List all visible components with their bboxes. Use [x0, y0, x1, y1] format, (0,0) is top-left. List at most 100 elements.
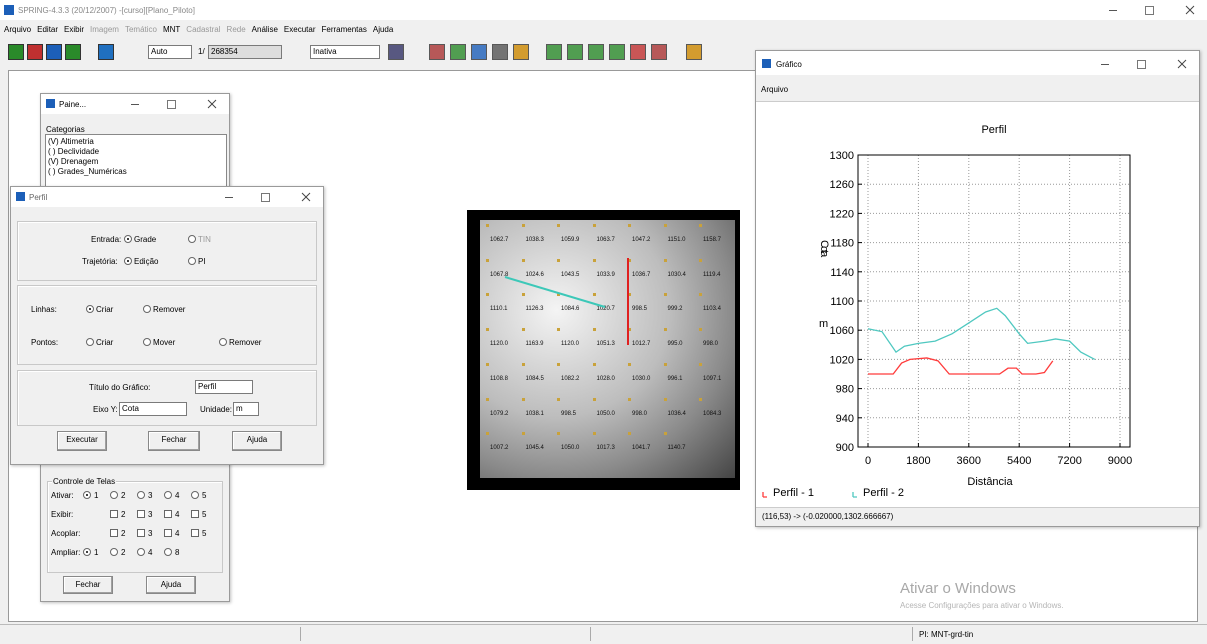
maximize-button[interactable] — [261, 193, 270, 202]
fechar-button[interactable]: Fechar — [63, 576, 113, 594]
tool-icon[interactable] — [27, 44, 43, 60]
minimize-button[interactable] — [225, 197, 233, 198]
status-pane: PI: MNT-grd-tin — [912, 627, 1203, 641]
menu-item[interactable]: Cadastral — [186, 25, 220, 34]
window-controls — [127, 99, 223, 109]
scale-field[interactable]: 268354 — [208, 45, 282, 59]
menu-item[interactable]: Imagem — [90, 25, 119, 34]
close-button[interactable] — [1177, 59, 1187, 69]
linhas-label: Linhas: — [31, 305, 57, 314]
radio-button[interactable] — [137, 548, 145, 556]
y-tick-label: 940 — [836, 413, 854, 425]
menu-item[interactable]: Ajuda — [373, 25, 393, 34]
radio-mover[interactable] — [143, 338, 151, 346]
status-pane — [590, 627, 911, 641]
radio-button[interactable] — [110, 548, 118, 556]
tool-icon[interactable] — [450, 44, 466, 60]
minimize-button[interactable] — [1109, 10, 1117, 11]
menu-item[interactable]: Ferramentas — [322, 25, 367, 34]
menu-bar: Arquivo Editar Exibir Imagem Temático MNT Cada… — [0, 21, 1207, 37]
minimize-button[interactable] — [1101, 64, 1109, 65]
tool-icon[interactable] — [630, 44, 646, 60]
category-item[interactable]: (V) Altimetria — [48, 137, 94, 146]
category-item[interactable]: ( ) Declividade — [48, 147, 99, 156]
radio-button[interactable] — [137, 491, 145, 499]
close-button[interactable] — [301, 192, 311, 202]
close-button[interactable] — [207, 99, 217, 109]
category-item[interactable]: (V) Drenagem — [48, 157, 98, 166]
radio-remover[interactable] — [219, 338, 227, 346]
radio-criar[interactable] — [86, 305, 94, 313]
tool-icon[interactable] — [513, 44, 529, 60]
radio-button[interactable] — [110, 491, 118, 499]
tool-icon[interactable] — [429, 44, 445, 60]
menu-item[interactable]: Editar — [37, 25, 58, 34]
tool-icon[interactable] — [609, 44, 625, 60]
option-label: 4 — [175, 529, 179, 538]
checkbox[interactable] — [164, 510, 172, 518]
checkbox[interactable] — [137, 529, 145, 537]
tool-icon[interactable] — [471, 44, 487, 60]
tool-icon[interactable] — [492, 44, 508, 60]
tool-icon[interactable] — [388, 44, 404, 60]
menu-item[interactable]: Rede — [227, 25, 246, 34]
checkbox[interactable] — [137, 510, 145, 518]
checkbox[interactable] — [191, 510, 199, 518]
unidade-input[interactable]: m — [233, 402, 259, 416]
tool-icon[interactable] — [46, 44, 62, 60]
checkbox[interactable] — [110, 529, 118, 537]
radio-grade[interactable] — [124, 235, 132, 243]
window-icon — [16, 192, 25, 201]
ajuda-button[interactable]: Ajuda — [232, 431, 282, 451]
radio-criar[interactable] — [86, 338, 94, 346]
menu-item[interactable]: Temático — [125, 25, 157, 34]
menu-item[interactable]: Executar — [284, 25, 316, 34]
radio-button[interactable] — [191, 491, 199, 499]
watermark-text: Acesse Configurações para ativar o Windo… — [900, 601, 1064, 610]
grafico-menu[interactable]: Arquivo — [761, 85, 788, 94]
radio-pi[interactable] — [188, 257, 196, 265]
menu-item[interactable]: MNT — [163, 25, 180, 34]
fechar-button[interactable]: Fechar — [148, 431, 200, 451]
menu-item[interactable]: Exibir — [64, 25, 84, 34]
radio-edicao[interactable] — [124, 257, 132, 265]
radio-button[interactable] — [164, 491, 172, 499]
close-button[interactable] — [1185, 5, 1195, 15]
eixo-input[interactable]: Cota — [119, 402, 187, 416]
tool-icon[interactable] — [651, 44, 667, 60]
y-tick-label: 900 — [836, 442, 854, 454]
tool-icon[interactable] — [686, 44, 702, 60]
radio-button[interactable] — [83, 491, 91, 499]
ajuda-button[interactable]: Ajuda — [146, 576, 196, 594]
maximize-button[interactable] — [1145, 6, 1154, 15]
tool-icon[interactable] — [588, 44, 604, 60]
radio-button[interactable] — [83, 548, 91, 556]
edit-group — [17, 285, 317, 365]
tool-icon[interactable] — [567, 44, 583, 60]
mode-combo[interactable]: Inativa — [310, 45, 380, 59]
menu-item[interactable]: Análise — [252, 25, 278, 34]
radio-tin[interactable] — [188, 235, 196, 243]
tool-icon[interactable] — [546, 44, 562, 60]
categories-list: (V) Altimetria( ) Declividade(V) Drenage… — [45, 134, 227, 192]
window-title: SPRING-4.3.3 (20/12/2007) -[curso][Plano… — [18, 6, 195, 15]
option-label: 3 — [148, 491, 152, 500]
radio-remover[interactable] — [143, 305, 151, 313]
maximize-button[interactable] — [1137, 60, 1146, 69]
tool-icon[interactable] — [65, 44, 81, 60]
y-tick-label: 1180 — [830, 238, 854, 250]
executar-button[interactable]: Executar — [57, 431, 107, 451]
maximize-button[interactable] — [167, 100, 176, 109]
checkbox[interactable] — [110, 510, 118, 518]
category-item[interactable]: ( ) Grades_Numéricas — [48, 167, 127, 176]
zoom-combo[interactable]: Auto — [148, 45, 192, 59]
checkbox[interactable] — [164, 529, 172, 537]
tool-icon[interactable] — [98, 44, 114, 60]
checkbox[interactable] — [191, 529, 199, 537]
menu-item[interactable]: Arquivo — [4, 25, 31, 34]
radio-button[interactable] — [164, 548, 172, 556]
titulo-input[interactable]: Perfil — [195, 380, 253, 394]
tool-icon[interactable] — [8, 44, 24, 60]
y-tick-label: 1220 — [830, 208, 854, 220]
minimize-button[interactable] — [131, 104, 139, 105]
